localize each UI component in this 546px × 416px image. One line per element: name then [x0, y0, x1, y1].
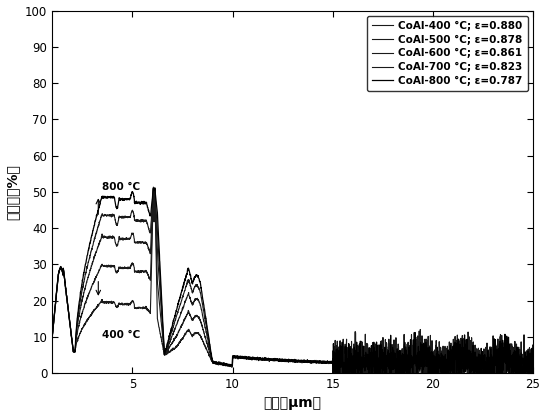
- CoAl-800 °C; ε=0.787: [530, 359, 536, 364]
- CoAl-700 °C; ε=0.823: [132, 217, 139, 222]
- CoAl-500 °C; ε=0.878: [234, 354, 240, 359]
- CoAl-500 °C; ε=0.878: [530, 369, 536, 374]
- Legend: CoAl-400 °C; ε=0.880, CoAl-500 °C; ε=0.878, CoAl-600 °C; ε=0.861, CoAl-700 °C; ε: CoAl-400 °C; ε=0.880, CoAl-500 °C; ε=0.8…: [367, 16, 528, 91]
- CoAl-600 °C; ε=0.861: [152, 186, 158, 191]
- Text: 400 °C: 400 °C: [102, 330, 140, 340]
- CoAl-600 °C; ε=0.861: [530, 366, 536, 371]
- CoAl-600 °C; ε=0.861: [104, 236, 110, 241]
- CoAl-400 °C; ε=0.880: [469, 362, 476, 366]
- CoAl-800 °C; ε=0.787: [104, 195, 110, 200]
- CoAl-700 °C; ε=0.823: [49, 334, 56, 339]
- Line: CoAl-500 °C; ε=0.878: CoAl-500 °C; ε=0.878: [52, 187, 533, 373]
- Line: CoAl-700 °C; ε=0.823: CoAl-700 °C; ε=0.823: [52, 188, 533, 373]
- CoAl-400 °C; ε=0.880: [254, 357, 261, 362]
- CoAl-800 °C; ε=0.787: [49, 335, 56, 340]
- CoAl-600 °C; ε=0.861: [520, 353, 527, 358]
- CoAl-700 °C; ε=0.823: [469, 368, 476, 373]
- CoAl-800 °C; ε=0.787: [330, 371, 336, 376]
- Line: CoAl-400 °C; ε=0.880: CoAl-400 °C; ε=0.880: [52, 188, 533, 373]
- CoAl-400 °C; ε=0.880: [132, 305, 139, 310]
- CoAl-700 °C; ε=0.823: [152, 185, 158, 190]
- CoAl-800 °C; ε=0.787: [469, 362, 476, 367]
- CoAl-400 °C; ε=0.880: [331, 371, 337, 376]
- CoAl-700 °C; ε=0.823: [530, 369, 536, 374]
- CoAl-500 °C; ε=0.878: [469, 360, 476, 365]
- CoAl-400 °C; ε=0.880: [520, 371, 527, 376]
- CoAl-600 °C; ε=0.861: [331, 371, 338, 376]
- CoAl-700 °C; ε=0.823: [254, 354, 261, 359]
- CoAl-800 °C; ε=0.787: [234, 354, 240, 359]
- CoAl-600 °C; ε=0.861: [254, 356, 261, 361]
- CoAl-400 °C; ε=0.880: [234, 355, 240, 360]
- CoAl-500 °C; ε=0.878: [132, 269, 139, 274]
- CoAl-400 °C; ε=0.880: [49, 334, 56, 339]
- CoAl-500 °C; ε=0.878: [329, 371, 336, 376]
- CoAl-700 °C; ε=0.823: [234, 354, 240, 359]
- CoAl-800 °C; ε=0.787: [520, 358, 527, 363]
- X-axis label: 波长（μm）: 波长（μm）: [264, 396, 322, 411]
- Y-axis label: 反射率（%）: 反射率（%）: [5, 164, 20, 220]
- CoAl-400 °C; ε=0.880: [530, 356, 536, 361]
- Line: CoAl-600 °C; ε=0.861: CoAl-600 °C; ε=0.861: [52, 188, 533, 373]
- CoAl-500 °C; ε=0.878: [150, 185, 157, 190]
- CoAl-800 °C; ε=0.787: [132, 200, 139, 205]
- CoAl-400 °C; ε=0.880: [104, 300, 110, 305]
- CoAl-700 °C; ε=0.823: [104, 213, 110, 218]
- CoAl-600 °C; ε=0.861: [49, 335, 56, 340]
- CoAl-500 °C; ε=0.878: [104, 264, 110, 269]
- CoAl-800 °C; ε=0.787: [254, 357, 261, 362]
- Text: 800 °C: 800 °C: [102, 182, 140, 192]
- CoAl-500 °C; ε=0.878: [520, 369, 527, 374]
- CoAl-500 °C; ε=0.878: [254, 357, 261, 362]
- Line: CoAl-800 °C; ε=0.787: CoAl-800 °C; ε=0.787: [52, 188, 533, 373]
- CoAl-600 °C; ε=0.861: [132, 240, 139, 245]
- CoAl-800 °C; ε=0.787: [150, 186, 157, 191]
- CoAl-500 °C; ε=0.878: [49, 334, 56, 339]
- CoAl-600 °C; ε=0.861: [234, 354, 240, 359]
- CoAl-400 °C; ε=0.880: [150, 186, 157, 191]
- CoAl-700 °C; ε=0.823: [330, 371, 337, 376]
- CoAl-600 °C; ε=0.861: [469, 355, 476, 360]
- CoAl-700 °C; ε=0.823: [520, 355, 527, 360]
